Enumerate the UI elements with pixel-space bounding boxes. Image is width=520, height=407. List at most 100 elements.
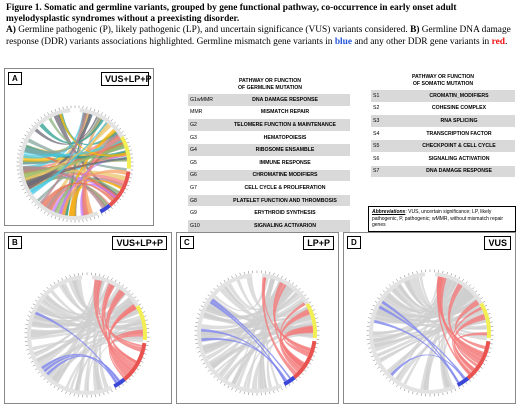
axis-tick xyxy=(284,385,287,389)
axis-tick xyxy=(20,184,24,187)
axis-tick xyxy=(54,108,57,112)
table-row: S2 COHESINE COMPLEX xyxy=(371,102,515,116)
axis-tick xyxy=(22,188,25,190)
chord-link xyxy=(23,112,86,171)
table-row: G9 ERYTHROID SYNTHESIS xyxy=(188,206,350,220)
chord-link xyxy=(58,113,118,146)
chord-link-ddr xyxy=(107,291,137,364)
axis-tick xyxy=(227,277,230,281)
figure-caption: Figure 1. Somatic and germline variants,… xyxy=(6,3,516,48)
axis-tick xyxy=(382,290,385,293)
axis-tick xyxy=(123,134,126,137)
chord-diagram-d xyxy=(366,269,494,397)
axis-tick xyxy=(458,386,460,390)
row-code: S1 xyxy=(371,90,403,103)
chord-link xyxy=(215,316,312,373)
segment-somatic-s7 xyxy=(305,303,317,339)
chord-link-mmr xyxy=(201,337,288,382)
axis-tick xyxy=(210,372,213,375)
row-code: G6 xyxy=(188,169,220,183)
axis-tick xyxy=(116,124,119,127)
axis-tick xyxy=(129,149,132,151)
axis-tick xyxy=(107,209,110,212)
axis-tick xyxy=(295,284,298,288)
caption-blue-word: blue xyxy=(334,36,353,47)
figure-label: Figure 1 xyxy=(6,3,40,13)
axis-tick xyxy=(138,303,142,306)
axis-tick xyxy=(196,317,199,319)
panel-a-label: A xyxy=(8,72,22,85)
axis-tick xyxy=(19,145,22,147)
axis-tick xyxy=(369,313,373,315)
axis-tick xyxy=(400,386,402,390)
axis-tick xyxy=(220,282,222,285)
axis-tick xyxy=(371,355,374,357)
axis-tick xyxy=(30,307,34,309)
row-code: G1wMMR xyxy=(188,94,220,107)
axis-tick xyxy=(298,287,301,290)
segment-germline-ddr xyxy=(466,340,491,380)
axis-tick xyxy=(295,378,298,382)
axis-tick xyxy=(288,383,291,387)
axis-tick xyxy=(24,134,27,137)
axis-tick xyxy=(472,376,475,379)
axis-tick xyxy=(57,387,60,391)
axis-tick xyxy=(27,353,30,355)
axis-tick xyxy=(145,319,148,321)
axis-tick xyxy=(126,141,130,144)
axis-tick xyxy=(107,391,109,394)
axis-tick xyxy=(308,362,312,365)
axis-tick xyxy=(43,378,46,381)
axis-tick xyxy=(385,287,388,290)
axis-tick xyxy=(371,309,374,311)
row-name: CELL CYCLE & PROLIFERATION xyxy=(220,181,350,195)
axis-tick xyxy=(28,311,32,313)
segment-germline-mmr xyxy=(283,375,296,386)
axis-tick xyxy=(396,279,398,282)
row-name: PLATELET FUNCTION AND THROMBOSIS xyxy=(220,194,350,208)
axis-tick xyxy=(57,279,60,283)
axis-tick xyxy=(114,387,117,391)
axis-tick xyxy=(138,364,142,367)
chord-link xyxy=(413,277,487,330)
axis-tick xyxy=(403,388,406,392)
chord-link xyxy=(31,310,139,340)
abbreviations-text: : VUS, uncertain significance; LP, likel… xyxy=(372,209,504,229)
caption-red-word: red xyxy=(491,36,505,47)
panel-d-tag: VUS xyxy=(484,236,511,250)
segment-somatic xyxy=(79,108,124,138)
chord-link xyxy=(82,135,122,216)
axis-tick xyxy=(454,388,457,392)
axis-tick xyxy=(34,204,37,207)
row-code: G10 xyxy=(188,219,220,233)
axis-tick xyxy=(43,114,46,117)
axis-tick xyxy=(442,270,444,274)
chord-link xyxy=(246,284,288,389)
somatic-table-header: PATHWAY OR FUNCTION OF SOMATIC MUTATION xyxy=(411,74,475,87)
row-name: CHECKPOINT & CELL CYCLE xyxy=(403,139,515,153)
axis-tick xyxy=(408,273,410,276)
chord-link xyxy=(27,151,127,189)
axis-tick xyxy=(392,281,395,284)
axis-tick xyxy=(37,371,40,374)
table-row: G5 IMMUNE RESPONSE xyxy=(188,156,350,170)
axis-tick xyxy=(207,369,210,372)
panel-c: C LP+P xyxy=(176,232,339,404)
chord-link xyxy=(236,286,293,387)
axis-tick xyxy=(403,274,406,278)
axis-tick xyxy=(374,301,378,303)
axis-tick xyxy=(90,217,92,221)
panel-b: B VUS+LP+P xyxy=(4,232,172,404)
axis-tick xyxy=(231,275,233,279)
chord-link xyxy=(61,283,143,330)
row-code: G9 xyxy=(188,206,220,220)
axis-tick xyxy=(123,191,126,194)
caption-mid-text: and any other DDR gene variants in xyxy=(352,36,492,47)
axis-tick xyxy=(28,357,32,359)
chord-link xyxy=(208,300,310,322)
axis-tick xyxy=(119,127,122,130)
axis-tick xyxy=(487,313,491,315)
axis-tick xyxy=(385,376,388,379)
axis-tick xyxy=(131,293,134,296)
row-code: G2 xyxy=(188,118,220,132)
